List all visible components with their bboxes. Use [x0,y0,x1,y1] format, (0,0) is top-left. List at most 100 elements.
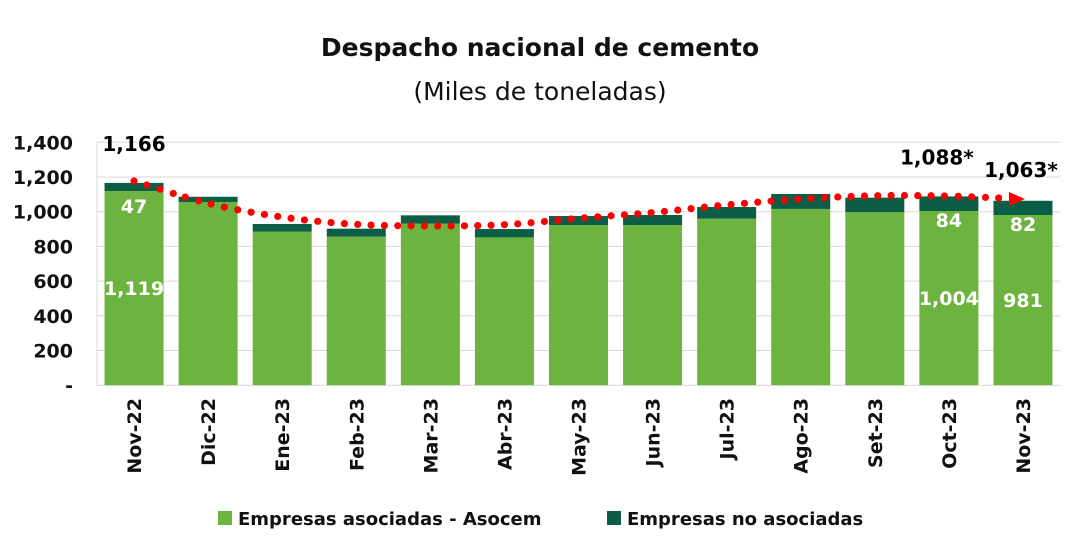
bar-asociadas [326,236,386,386]
trendline-dot [156,185,164,193]
trendline-dot [714,202,722,210]
y-tick-label: 600 [33,271,73,293]
x-tick-label: Nov-22 [124,398,146,474]
trendline-dot [860,192,869,200]
trendline-dot [634,210,642,218]
x-tick-label: Mar-23 [420,398,442,473]
trendline-dot [340,219,349,228]
y-tick-label: 1,000 [13,202,73,224]
bar-no-asociadas [845,197,905,213]
y-tick-label: - [65,375,73,397]
trendline-dot [354,220,362,229]
trendline-dot [900,191,909,200]
bar-no-asociadas [252,224,312,232]
y-tick-label: 800 [33,236,73,258]
data-label: 1,166 [102,132,165,156]
trendline-dot [794,195,802,203]
trendline-dot [300,216,309,224]
trendline-dot [247,208,255,216]
bar-asociadas [549,225,608,386]
x-tick-label: Set-23 [865,398,887,468]
bar-asociadas [623,225,683,386]
bar-asociadas [771,208,831,386]
trendline-dot [407,222,415,230]
y-tick-label: 200 [33,341,73,363]
trendline-dot [420,222,429,230]
trendline-dot [940,192,949,200]
trendline-dot [767,197,775,205]
trendline-dot [807,194,815,203]
trendline-dot [260,210,269,219]
trendline-dot [914,191,922,200]
trendline-dot [447,222,455,230]
trendline-dot [474,222,482,230]
bar-asociadas [400,223,460,386]
y-tick-label: 1,200 [13,167,73,189]
trendline-dot [460,222,469,230]
trendline-dot [394,222,402,230]
trendline-dot [740,199,749,207]
trendline-dot [567,215,575,223]
bar-asociadas [919,211,979,386]
chart-subtitle: (Miles de toneladas) [413,77,666,106]
x-tick-label: Dic-22 [198,398,220,466]
bar-no-asociadas [697,207,757,219]
trendline-dot [647,209,655,217]
trendline-dot [130,177,138,185]
trendline-dot [380,221,389,230]
x-tick-label: Jul-23 [717,398,739,461]
bar-no-asociadas [474,229,534,238]
trendline-dot [234,206,242,214]
legend-label: Empresas asociadas - Asocem [238,509,541,530]
trendline-dot [727,200,735,209]
chart-title: Despacho nacional de cemento [321,33,759,62]
trendline-dot [620,211,629,219]
data-label: 1,119 [104,278,164,300]
x-tick-label: Abr-23 [494,398,516,470]
x-tick-label: Jun-23 [643,398,665,468]
trendline-dot [607,212,615,220]
trendline-dot [434,222,442,230]
trendline-dot [220,203,229,211]
trendline-dot [995,194,1003,202]
x-tick-label: May-23 [569,398,591,476]
legend-swatch [607,511,621,525]
trendline-dot [660,207,669,216]
trendline-dot [287,214,295,222]
trendline-dot [754,198,762,206]
bar-no-asociadas [993,200,1053,215]
trendline-dot [887,191,895,200]
trendline-dot [527,219,535,227]
data-label: 82 [1010,214,1036,236]
bar-asociadas [697,218,757,386]
data-label: 1,063* [984,158,1058,182]
data-label: 1,088* [900,145,974,169]
x-tick-label: Nov-23 [1013,398,1035,474]
bar-asociadas [178,201,238,386]
trendline-dot [181,193,189,201]
trendline-dot [700,203,709,211]
trendline-dot [554,216,562,224]
trendline-dot [169,189,177,198]
trendline-dot [981,193,990,201]
bar-no-asociadas [623,214,683,226]
trendline-dot [594,213,602,221]
x-tick-label: Oct-23 [939,398,961,469]
bar-asociadas [993,214,1053,386]
trendline-dot [580,214,589,222]
bar-no-asociadas [549,216,608,226]
bar-asociadas [252,231,312,386]
data-label: 1,004 [919,288,979,310]
x-tick-label: Feb-23 [346,398,368,471]
bar-no-asociadas [104,182,164,192]
data-label: 47 [121,196,147,218]
trendline-dot [820,194,829,202]
trendline-arrow [1008,192,1025,207]
trendline-dot [780,196,789,204]
legend-swatch [218,511,232,525]
bar-no-asociadas [326,228,386,237]
y-tick-label: 400 [33,306,73,328]
trendline-dot [847,192,855,201]
